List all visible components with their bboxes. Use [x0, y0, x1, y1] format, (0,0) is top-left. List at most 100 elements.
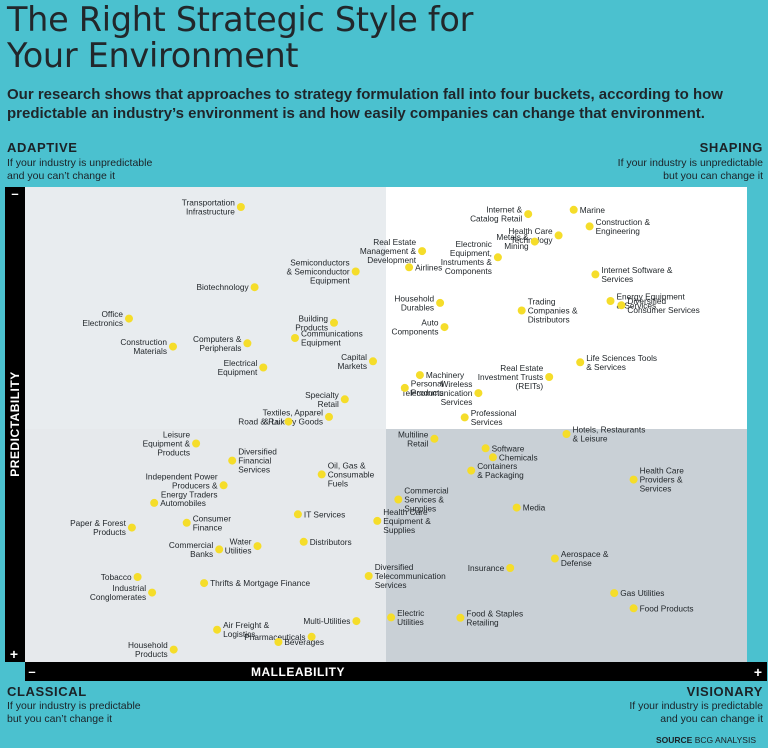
data-point-label: Textiles, Apparel & Luxury Goods	[263, 407, 324, 426]
data-point: Leisure Equipment & Products	[143, 430, 201, 458]
data-point-dot	[259, 363, 268, 372]
data-point-label: Leisure Equipment & Products	[143, 430, 191, 458]
data-point: Industrial Conglomerates	[90, 583, 157, 602]
data-point: IT Services	[293, 509, 345, 519]
data-point-dot	[352, 617, 361, 626]
data-point-dot	[436, 298, 445, 307]
quadrant-desc-shaping-line-2: but you can change it	[663, 170, 763, 182]
data-point-label: Paper & Forest Products	[70, 518, 126, 537]
data-point-dot	[243, 339, 252, 348]
data-point-label: Life Sciences Tools & Services	[586, 353, 657, 372]
data-point: Electrical Equipment	[218, 358, 268, 377]
data-point: Diversified Telecommunication Services	[364, 562, 446, 590]
data-point-dot	[215, 545, 224, 554]
data-point-label: Transportation Infrastructure	[182, 198, 236, 217]
data-point: Building Products	[295, 313, 338, 332]
data-point: Beverages	[274, 637, 324, 647]
data-point-dot	[591, 270, 600, 279]
data-point: Road & Rail	[238, 417, 293, 427]
data-point-dot	[351, 267, 360, 276]
data-point-dot	[291, 334, 299, 342]
data-point: Construction & Engineering	[585, 217, 650, 236]
data-point: Aerospace & Defense	[550, 549, 609, 568]
data-point-dot	[629, 475, 638, 484]
data-point: Semiconductors & Semiconductor Equipment	[287, 258, 360, 286]
data-point: Internet & Catalog Retail	[470, 205, 533, 224]
data-point-label: Real Estate Investment Trusts (REITs)	[478, 363, 544, 391]
data-point-dot	[545, 373, 554, 381]
data-point: Office Electronics	[82, 309, 133, 328]
data-point-dot	[415, 371, 424, 380]
data-point-dot	[219, 481, 228, 490]
data-point-dot	[133, 573, 142, 581]
source-label: SOURCE	[655, 735, 693, 745]
data-point-label: Diversified Consumer Services	[627, 296, 699, 315]
data-point-dot	[125, 314, 133, 323]
data-point-label: Airlines	[415, 262, 442, 272]
data-point-label: Biotechnology	[196, 282, 249, 292]
data-point: Internet Software & Services	[591, 265, 673, 284]
data-point-dot	[274, 638, 283, 646]
data-point-label: Multi-Utilities	[303, 616, 350, 626]
quadrant-heading-classical: CLASSICAL	[7, 684, 87, 699]
quadrant-heading-shaping: SHAPING	[699, 140, 763, 155]
data-point: Capital Markets	[337, 352, 377, 371]
data-point-label: Office Electronics	[82, 309, 123, 328]
data-point-label: Household Durables	[394, 293, 434, 312]
data-point-label: Semiconductors & Semiconductor Equipment	[287, 258, 351, 286]
data-point-label: Pharmaceuticals	[244, 632, 305, 642]
data-point-dot	[299, 537, 308, 546]
data-point-dot	[387, 613, 396, 622]
data-point-label: Internet & Catalog Retail	[470, 205, 523, 224]
data-point-label: Food & Staples Retailing	[466, 608, 523, 627]
data-point: Communications Equipment	[291, 329, 363, 348]
quadrant-desc-visionary-line-2: and you can change it	[660, 713, 763, 725]
data-point-label: Commercial Banks	[169, 540, 213, 559]
data-point-dot	[169, 342, 177, 351]
data-point-label: Water Utilities	[225, 537, 252, 556]
data-point: Gas Utilities	[610, 588, 664, 598]
data-point-label: Health Care Equipment & Supplies	[383, 507, 431, 535]
data-point-dot	[617, 301, 626, 310]
data-point-dot	[293, 510, 302, 519]
data-point: Food Products	[629, 603, 694, 613]
data-point: Textiles, Apparel & Luxury Goods	[263, 407, 333, 426]
data-point-dot	[530, 237, 539, 246]
data-point-dot	[550, 554, 559, 563]
data-point: Real Estate Management & Development	[360, 237, 427, 265]
data-point: Air Freight & Logistics	[213, 620, 270, 639]
data-point-dot	[253, 542, 262, 551]
data-point-label: Health Care Providers & Services	[640, 466, 685, 494]
quadrant-visionary-bg	[386, 429, 747, 662]
source-text: BCG ANALYSIS	[694, 735, 756, 745]
data-point: Multiline Retail	[398, 429, 439, 448]
data-point-dot	[192, 439, 201, 448]
data-point-dot	[506, 564, 515, 572]
data-point-dot	[364, 572, 373, 580]
data-point: Household Durables	[394, 293, 445, 312]
data-point: Marine	[569, 205, 605, 215]
data-point-dot	[150, 498, 159, 507]
data-point-dot	[330, 318, 338, 327]
quadrant-desc-adaptive-line-2: and you can’t change it	[7, 170, 115, 182]
data-point: Energy Equipment & Services	[606, 292, 685, 311]
quadrant-adaptive-bg	[25, 187, 386, 429]
data-point-dot	[169, 645, 178, 654]
data-point-label: Road & Rail	[238, 417, 282, 427]
data-point-dot	[606, 297, 615, 305]
data-point-dot	[467, 466, 476, 475]
data-point-label: Internet Software & Services	[601, 265, 672, 284]
quadrant-desc-visionary-line-1: If your industry is predictable	[629, 700, 763, 712]
data-point: Containers & Packaging	[467, 461, 524, 480]
page-subtitle: Our research shows that approaches to st…	[7, 86, 723, 122]
y-axis-label: PREDICTABILITY	[8, 371, 22, 476]
data-point-label: Construction Materials	[120, 337, 167, 356]
y-axis-bar	[5, 187, 25, 662]
data-point-label: Electrical Equipment	[218, 358, 258, 377]
data-point-label: Hotels, Restaurants & Leisure	[573, 425, 646, 444]
data-point-label: Aerospace & Defense	[561, 549, 609, 568]
data-point-label: IT Services	[304, 509, 345, 519]
quadrant-desc-adaptive: If your industry is unpredictable and yo…	[7, 157, 152, 183]
points-layer: Transportation Infrastructure Internet & Ca…	[70, 198, 700, 660]
data-point: Oil, Gas & Consumable Fuels	[317, 460, 375, 488]
